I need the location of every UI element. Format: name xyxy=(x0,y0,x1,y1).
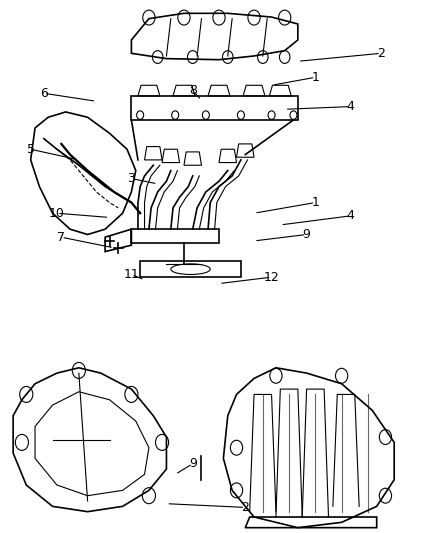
Text: 1: 1 xyxy=(311,196,319,209)
Text: 1: 1 xyxy=(311,71,319,84)
Text: 9: 9 xyxy=(189,457,197,470)
Text: 10: 10 xyxy=(49,207,65,220)
Text: 4: 4 xyxy=(346,100,354,113)
Text: 6: 6 xyxy=(40,87,48,100)
Text: 4: 4 xyxy=(346,209,354,222)
Text: 12: 12 xyxy=(264,271,279,284)
Text: 8: 8 xyxy=(189,84,197,97)
Text: 7: 7 xyxy=(57,231,65,244)
Text: 2: 2 xyxy=(377,47,385,60)
Text: 2: 2 xyxy=(241,501,249,514)
Text: 11: 11 xyxy=(124,268,139,281)
Text: 9: 9 xyxy=(303,228,311,241)
Text: 5: 5 xyxy=(27,143,35,156)
Text: 3: 3 xyxy=(127,172,135,185)
